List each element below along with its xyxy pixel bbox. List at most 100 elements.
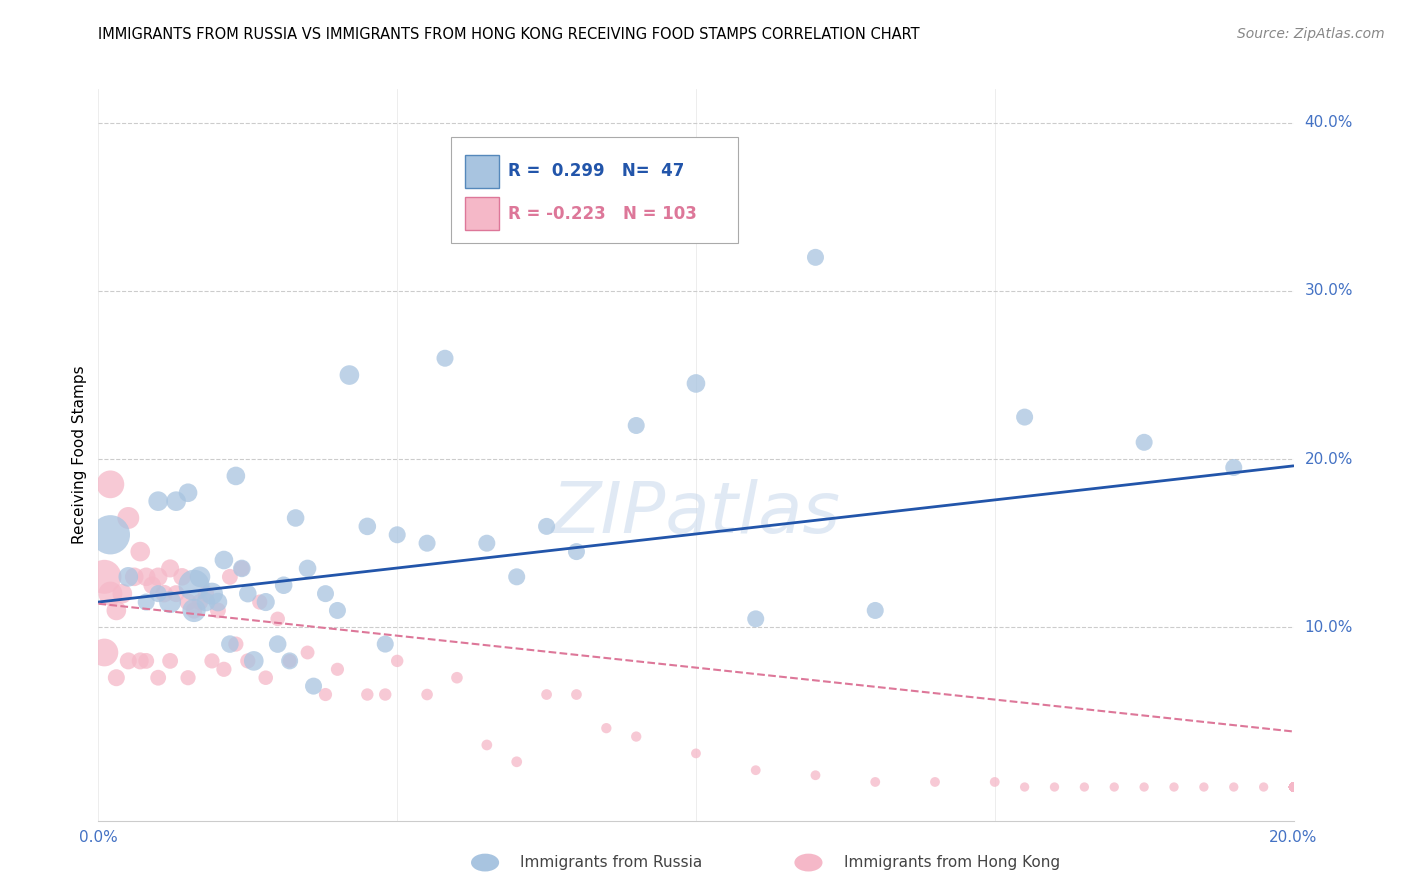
Point xyxy=(236,654,259,668)
Point xyxy=(1282,780,1305,794)
Point xyxy=(1282,780,1305,794)
Point xyxy=(1014,410,1036,425)
Point xyxy=(983,775,1005,789)
Text: Source: ZipAtlas.com: Source: ZipAtlas.com xyxy=(1237,27,1385,41)
Point xyxy=(506,570,529,584)
Point xyxy=(685,376,707,391)
Point xyxy=(475,536,498,550)
Point xyxy=(1043,780,1066,794)
Point xyxy=(172,570,194,584)
Point xyxy=(475,738,498,752)
Point xyxy=(207,595,229,609)
Point xyxy=(284,511,307,525)
Point xyxy=(225,637,247,651)
Point xyxy=(1282,780,1305,794)
Text: R =  0.299   N=  47: R = 0.299 N= 47 xyxy=(509,162,685,180)
Point xyxy=(1282,780,1305,794)
Point xyxy=(1282,780,1305,794)
Point xyxy=(1282,780,1305,794)
Point xyxy=(326,603,349,617)
Point xyxy=(212,553,235,567)
Point xyxy=(1104,780,1126,794)
Point xyxy=(98,528,122,542)
Point xyxy=(98,587,122,601)
Point xyxy=(1282,780,1305,794)
Point xyxy=(536,519,558,533)
Point xyxy=(219,570,242,584)
Point xyxy=(148,494,170,508)
Point xyxy=(183,578,205,592)
Point xyxy=(249,595,271,609)
FancyBboxPatch shape xyxy=(465,197,499,229)
Point xyxy=(267,637,290,651)
Point xyxy=(141,578,163,592)
Point xyxy=(273,578,295,592)
Point xyxy=(1282,780,1305,794)
Point xyxy=(416,688,439,702)
Point xyxy=(129,654,152,668)
Point xyxy=(297,561,319,575)
Point xyxy=(225,469,247,483)
Point xyxy=(1223,780,1246,794)
Point xyxy=(148,587,170,601)
Point xyxy=(1282,780,1305,794)
Point xyxy=(1282,780,1305,794)
Point xyxy=(124,570,146,584)
Point xyxy=(1282,780,1305,794)
Point xyxy=(1282,780,1305,794)
Point xyxy=(1282,780,1305,794)
Point xyxy=(1282,780,1305,794)
Point xyxy=(745,612,768,626)
Point xyxy=(188,570,211,584)
Point xyxy=(1282,780,1305,794)
Point xyxy=(1282,780,1305,794)
Point xyxy=(924,775,946,789)
Point xyxy=(865,775,887,789)
Point xyxy=(117,570,139,584)
Point xyxy=(135,570,157,584)
Point xyxy=(339,368,360,382)
Point xyxy=(135,595,157,609)
Point xyxy=(446,671,468,685)
Point xyxy=(1282,780,1305,794)
Point xyxy=(624,418,647,433)
Point xyxy=(159,654,181,668)
Point xyxy=(374,688,396,702)
Text: 20.0%: 20.0% xyxy=(1305,451,1353,467)
Text: 10.0%: 10.0% xyxy=(1305,620,1353,635)
Point xyxy=(231,561,253,575)
Point xyxy=(1282,780,1305,794)
Point xyxy=(1282,780,1305,794)
Point xyxy=(374,637,396,651)
Point xyxy=(1282,780,1305,794)
Point xyxy=(254,595,277,609)
Text: Immigrants from Hong Kong: Immigrants from Hong Kong xyxy=(844,855,1060,870)
Point xyxy=(148,570,170,584)
Point xyxy=(865,603,887,617)
Point xyxy=(1282,780,1305,794)
Point xyxy=(111,587,134,601)
Point xyxy=(1282,780,1305,794)
Point xyxy=(416,536,439,550)
Point xyxy=(231,561,253,575)
Point xyxy=(183,603,205,617)
FancyBboxPatch shape xyxy=(451,136,738,243)
Point xyxy=(278,654,301,668)
Point xyxy=(326,662,349,676)
Point xyxy=(159,595,181,609)
Point xyxy=(165,494,187,508)
Point xyxy=(188,595,211,609)
Point xyxy=(434,351,457,366)
Point xyxy=(267,612,290,626)
Point xyxy=(1073,780,1095,794)
Point xyxy=(117,654,139,668)
Point xyxy=(1282,780,1305,794)
Point xyxy=(1014,780,1036,794)
Point xyxy=(278,654,301,668)
Point xyxy=(117,511,139,525)
Point xyxy=(1253,780,1275,794)
Point xyxy=(315,587,337,601)
Point xyxy=(148,671,170,685)
Point xyxy=(177,595,200,609)
Point xyxy=(1282,780,1305,794)
